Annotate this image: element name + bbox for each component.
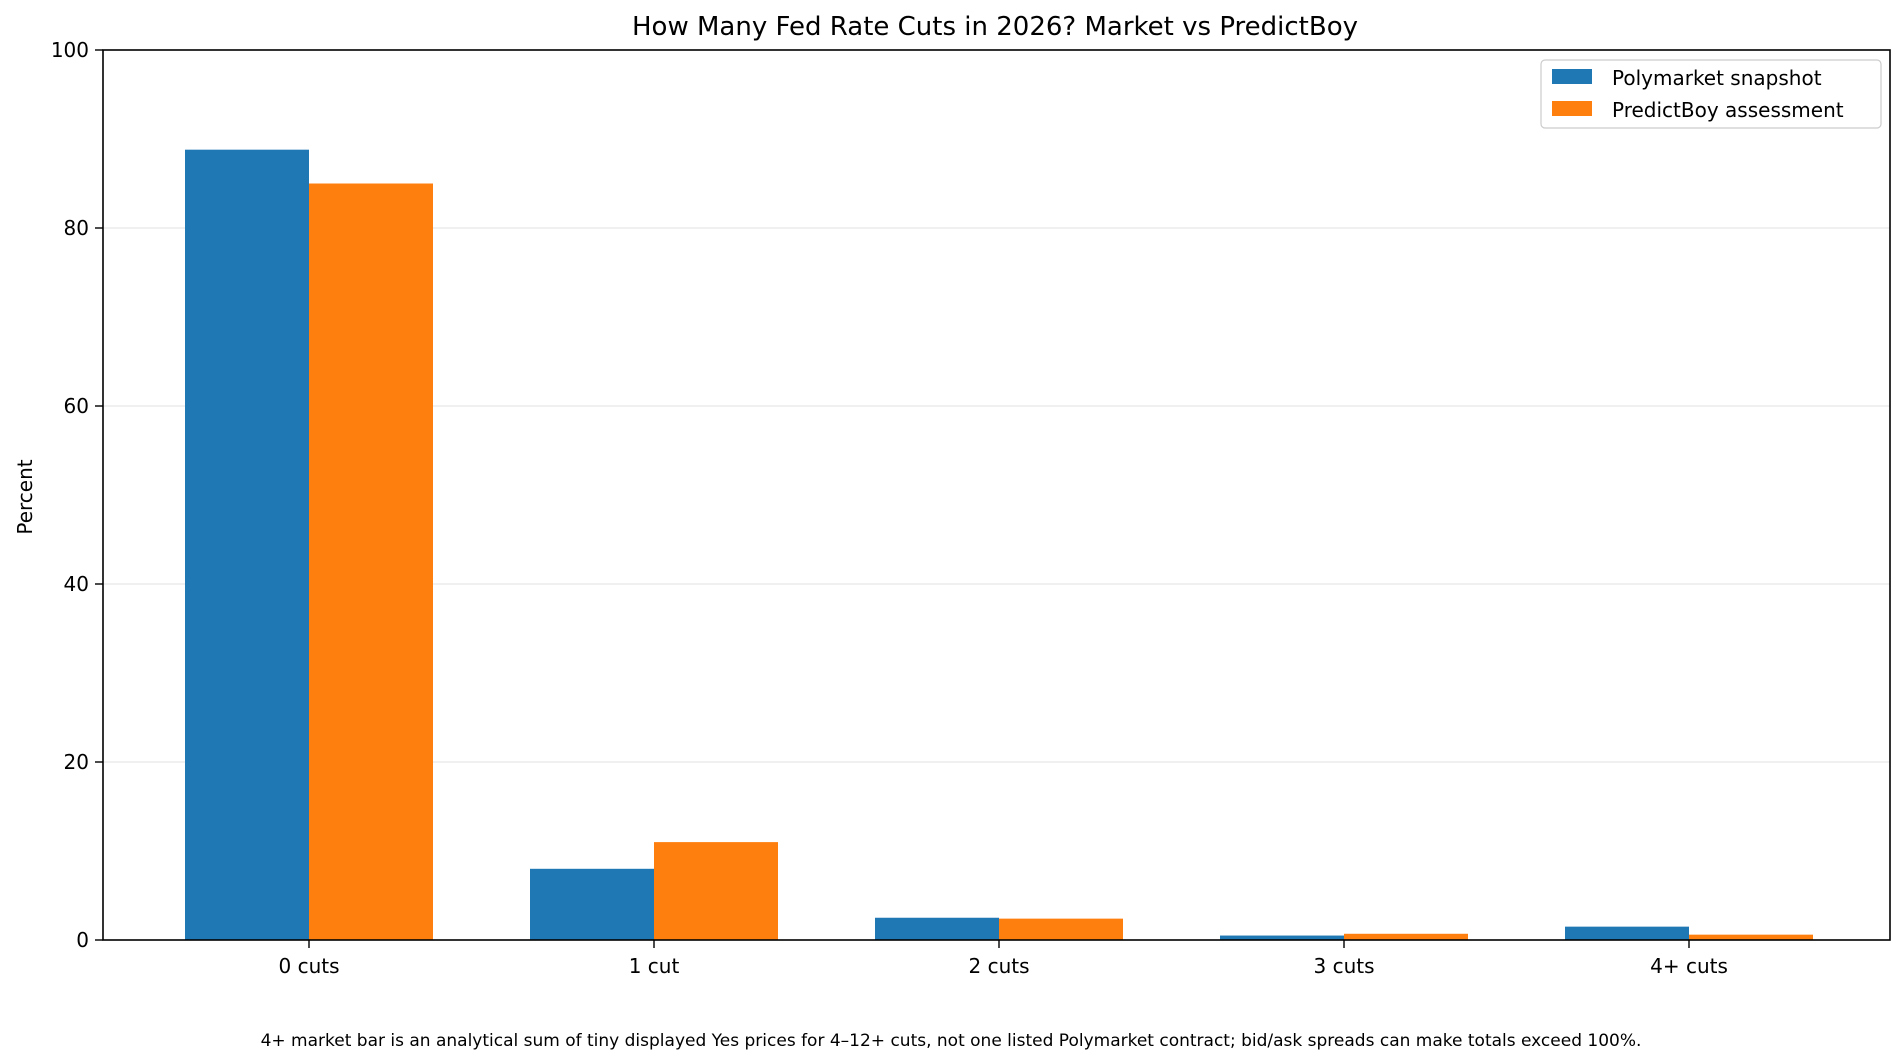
x-tick-label: 4+ cuts (1650, 954, 1728, 978)
y-tick-label: 40 (64, 572, 89, 596)
bar-polymarket-1 (530, 868, 654, 940)
bar-polymarket-4 (1565, 926, 1689, 940)
plot-frame (102, 49, 1891, 941)
y-axis-label: Percent (13, 459, 37, 534)
y-tick-label: 0 (76, 928, 89, 952)
y-tick-label: 100 (51, 38, 89, 62)
y-axis-ticks: 0 20 40 60 80 100 (51, 38, 103, 952)
bar-polymarket-2 (875, 917, 999, 940)
x-axis-ticks: 0 cuts 1 cut 2 cuts 3 cuts 4+ cuts (278, 940, 1728, 978)
x-tick-label: 2 cuts (968, 954, 1029, 978)
bar-predictboy-1 (654, 842, 778, 940)
bar-predictboy-2 (999, 918, 1123, 940)
x-tick-label: 3 cuts (1313, 954, 1374, 978)
footnote: 4+ market bar is an analytical sum of ti… (261, 1031, 1642, 1051)
legend-swatch-polymarket (1552, 69, 1592, 84)
y-tick-label: 80 (64, 216, 89, 240)
x-tick-label: 0 cuts (278, 954, 339, 978)
x-tick-label: 1 cut (629, 954, 680, 978)
bar-polymarket-3 (1220, 935, 1344, 940)
bar-predictboy-0 (309, 183, 433, 940)
legend-box (1540, 59, 1882, 129)
bar-predictboy-3 (1344, 933, 1468, 940)
legend-label-polymarket: Polymarket snapshot (1612, 66, 1822, 90)
bar-predictboy-4 (1689, 934, 1813, 940)
chart-title: How Many Fed Rate Cuts in 2026? Market v… (632, 12, 1358, 42)
legend-label-predictboy: PredictBoy assessment (1612, 98, 1844, 122)
bars (185, 149, 1813, 940)
bar-polymarket-0 (185, 149, 309, 940)
y-tick-label: 60 (64, 394, 89, 418)
y-tick-label: 20 (64, 750, 89, 774)
legend-swatch-predictboy (1552, 101, 1592, 116)
legend: Polymarket snapshot PredictBoy assessmen… (1540, 59, 1882, 129)
